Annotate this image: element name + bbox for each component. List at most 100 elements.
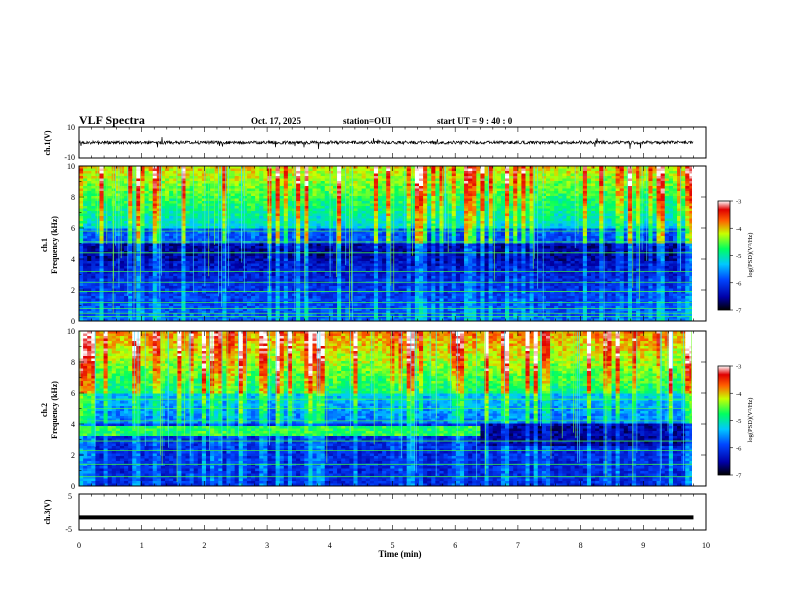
spec-cell bbox=[296, 311, 301, 315]
spec-cell bbox=[87, 203, 92, 207]
spec-cell bbox=[185, 223, 191, 227]
spec-cell bbox=[165, 191, 170, 195]
spec-cell bbox=[283, 311, 289, 315]
spec-cell bbox=[292, 316, 297, 320]
spec-cell bbox=[99, 238, 105, 242]
spec-cell bbox=[242, 273, 248, 277]
spec-cell bbox=[165, 231, 170, 235]
spec-cell bbox=[246, 216, 252, 220]
spec-cell bbox=[259, 243, 264, 247]
spec-cell bbox=[324, 233, 330, 237]
spec-cell bbox=[345, 271, 350, 275]
spec-cell bbox=[152, 168, 158, 172]
spec-cell bbox=[312, 188, 318, 192]
spec-cell bbox=[214, 291, 219, 295]
spec-cell bbox=[205, 261, 211, 265]
spec-cell bbox=[230, 246, 236, 250]
spec-cell bbox=[103, 241, 109, 245]
spec-cell bbox=[259, 233, 264, 237]
spec-cell bbox=[185, 181, 191, 185]
spec-cell bbox=[283, 263, 289, 267]
spec-cell bbox=[201, 258, 207, 262]
spec-cell bbox=[312, 248, 318, 252]
spec-cell bbox=[214, 276, 219, 280]
spec-cell bbox=[111, 181, 117, 185]
spec-cell bbox=[189, 178, 195, 182]
spec-cell bbox=[197, 223, 203, 227]
spec-cell bbox=[279, 293, 285, 297]
spec-cell bbox=[353, 236, 359, 240]
spec-cell bbox=[193, 168, 199, 172]
spec-cell bbox=[222, 291, 228, 295]
spec-cell bbox=[304, 176, 309, 180]
spec-cell bbox=[332, 183, 338, 187]
spec-cell bbox=[111, 221, 117, 225]
spec-cell bbox=[128, 306, 133, 310]
spec-cell bbox=[345, 311, 350, 315]
spec-cell bbox=[79, 293, 84, 297]
spec-cell bbox=[103, 221, 109, 225]
spec-cell bbox=[152, 196, 158, 200]
spec-cell bbox=[308, 248, 314, 252]
spec-cell bbox=[205, 193, 211, 197]
spec-cell bbox=[197, 196, 203, 200]
spec-cell bbox=[365, 233, 371, 237]
spec-cell bbox=[189, 246, 195, 250]
spec-cell bbox=[316, 223, 322, 227]
spec-cell bbox=[328, 183, 334, 187]
spec-cell bbox=[124, 298, 129, 302]
spec-cell bbox=[173, 283, 178, 287]
spec-cell bbox=[218, 243, 223, 247]
spec-cell bbox=[283, 308, 289, 312]
spec-cell bbox=[189, 298, 195, 302]
spec-cell bbox=[373, 266, 379, 270]
spec-cell bbox=[357, 238, 363, 242]
spec-cell bbox=[300, 186, 305, 190]
spec-cell bbox=[373, 243, 379, 247]
spec-cell bbox=[144, 231, 150, 235]
spec-cell bbox=[181, 293, 187, 297]
spec-cell bbox=[304, 258, 309, 262]
spec-cell bbox=[373, 296, 379, 300]
spec-cell bbox=[197, 283, 203, 287]
spec-cell bbox=[279, 306, 285, 310]
spec-cell bbox=[308, 296, 314, 300]
spec-cell bbox=[251, 293, 256, 297]
spec-cell bbox=[218, 233, 223, 237]
spec-cell bbox=[300, 228, 305, 232]
spec-cell bbox=[242, 278, 248, 282]
spec-cell bbox=[115, 208, 121, 212]
spec-cell bbox=[341, 236, 346, 240]
spec-cell bbox=[292, 206, 297, 210]
spec-cell bbox=[357, 291, 363, 295]
spec-cell bbox=[373, 241, 379, 245]
spec-cell bbox=[353, 183, 359, 187]
spec-cell bbox=[193, 291, 199, 295]
spec-cell bbox=[271, 226, 277, 230]
spec-cell bbox=[107, 211, 113, 215]
spec-cell bbox=[369, 173, 375, 177]
spec-cell bbox=[189, 266, 195, 270]
spec-cell bbox=[165, 311, 170, 315]
spec-cell bbox=[251, 216, 256, 220]
spec-cell bbox=[234, 233, 240, 237]
spec-cell bbox=[287, 208, 293, 212]
spec-cell bbox=[373, 183, 379, 187]
spec-cell bbox=[332, 256, 338, 260]
spec-cell bbox=[328, 303, 334, 307]
spec-cell bbox=[316, 278, 322, 282]
spec-cell bbox=[115, 308, 121, 312]
spec-cell bbox=[79, 168, 84, 172]
spec-cell bbox=[185, 173, 191, 177]
spec-cell bbox=[132, 266, 137, 270]
spec-cell bbox=[132, 268, 137, 272]
spec-cell bbox=[259, 286, 264, 290]
spec-cell bbox=[197, 318, 203, 321]
spec-cell bbox=[140, 268, 146, 272]
spec-cell bbox=[361, 318, 367, 321]
spec-cell bbox=[181, 191, 187, 195]
spec-cell bbox=[87, 271, 92, 275]
spec-cell bbox=[279, 318, 285, 321]
spec-cell bbox=[201, 293, 207, 297]
spec-cell bbox=[361, 283, 367, 287]
